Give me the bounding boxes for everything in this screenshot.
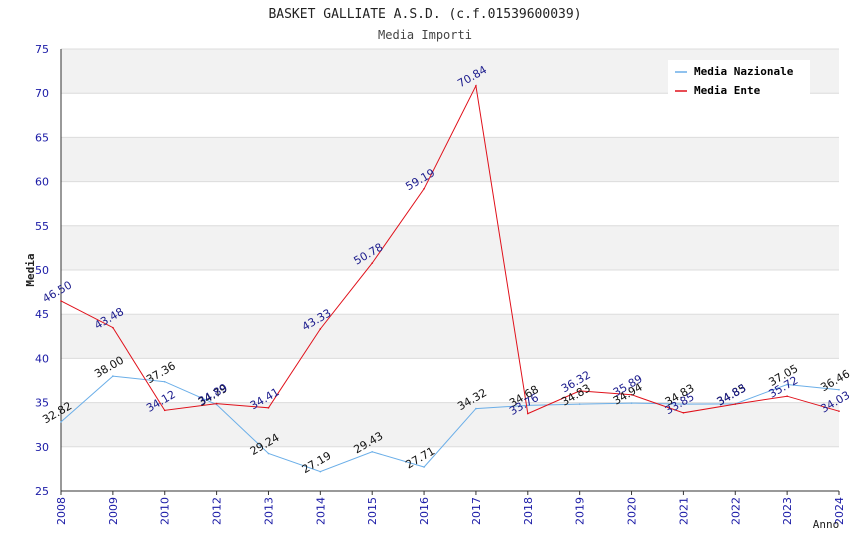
data-point (423, 187, 425, 190)
y-tick-label: 55 (35, 220, 49, 233)
y-tick-label: 35 (35, 397, 49, 410)
data-point (60, 421, 62, 423)
data-point (838, 388, 840, 391)
data-point (60, 300, 62, 302)
series-line-media-ente (60, 84, 840, 415)
data-point (578, 390, 581, 392)
y-tick-label: 65 (35, 131, 49, 144)
plot-band (61, 93, 839, 138)
x-axis-label: Anno (813, 518, 840, 531)
data-point (112, 375, 114, 377)
data-point (527, 404, 529, 407)
y-tick-label: 75 (35, 43, 49, 56)
y-tick-label: 30 (35, 441, 49, 454)
legend-label-media-nazionale: Media Nazionale (694, 65, 794, 78)
data-point (734, 403, 737, 405)
data-point (786, 383, 788, 386)
data-point (475, 84, 477, 87)
data-point (682, 411, 685, 414)
y-axis-label: Media (24, 253, 37, 286)
legend: Media Nazionale Media Ente (668, 60, 810, 98)
x-tick-label: 2012 (211, 497, 224, 525)
plot-band (61, 225, 839, 270)
series-lines (60, 84, 840, 473)
plot-band (61, 137, 839, 182)
data-point (682, 403, 685, 405)
x-axis-ticks: 2008 2009 2010 2012 2013 2014 2015 2016 2017 2018… (55, 491, 846, 525)
data-point (838, 410, 840, 412)
x-tick-label: 2015 (366, 497, 379, 525)
x-tick-label: 2014 (314, 497, 327, 525)
chart-subtitle: Media Importi (378, 28, 472, 42)
axes (60, 49, 839, 492)
y-tick-label: 60 (35, 176, 49, 189)
legend-box (668, 60, 810, 98)
x-tick-label: 2022 (729, 497, 742, 525)
y-tick-label: 40 (35, 352, 49, 365)
data-point (215, 402, 218, 405)
data-point (319, 470, 322, 473)
plot-band (61, 314, 839, 359)
x-tick-label: 2010 (159, 497, 172, 525)
x-tick-label: 2020 (626, 497, 639, 525)
plot-background-bands (61, 49, 839, 491)
x-tick-label: 2009 (107, 497, 120, 525)
x-tick-label: 2019 (574, 497, 587, 525)
y-tick-label: 50 (35, 264, 49, 277)
data-point (319, 328, 322, 330)
y-tick-label: 25 (35, 485, 49, 498)
data-point (578, 403, 581, 405)
data-point (527, 412, 529, 415)
x-tick-label: 2021 (677, 497, 690, 525)
data-point (371, 451, 374, 453)
x-tick-label: 2024 (833, 497, 846, 525)
plot-band (61, 358, 839, 403)
y-tick-label: 45 (35, 308, 49, 321)
plot-band (61, 270, 839, 315)
x-tick-label: 2023 (781, 497, 794, 525)
data-point (630, 393, 633, 396)
x-tick-label: 2008 (55, 497, 68, 525)
x-tick-label: 2013 (262, 497, 275, 525)
data-point (267, 407, 270, 409)
x-tick-label: 2017 (470, 497, 483, 525)
plot-band (61, 402, 839, 447)
data-point (267, 452, 270, 455)
data-point (423, 466, 425, 468)
data-point (786, 395, 788, 398)
series-line-media-nazionale (60, 375, 840, 473)
data-point (163, 380, 166, 383)
x-tick-label: 2016 (418, 497, 431, 525)
legend-label-media-ente: Media Ente (694, 84, 761, 97)
x-tick-label: 2018 (522, 497, 535, 525)
plot-band (61, 181, 839, 226)
data-point (630, 402, 633, 404)
data-point (163, 409, 166, 412)
y-tick-label: 70 (35, 87, 49, 100)
plot-band (61, 446, 839, 491)
data-point (371, 262, 374, 264)
chart-title: BASKET GALLIATE A.S.D. (c.f.01539600039) (268, 7, 581, 22)
data-point (475, 407, 477, 410)
data-point (112, 326, 114, 329)
y-axis-ticks: 25 30 35 40 45 50 55 60 65 70 75 (35, 43, 49, 498)
